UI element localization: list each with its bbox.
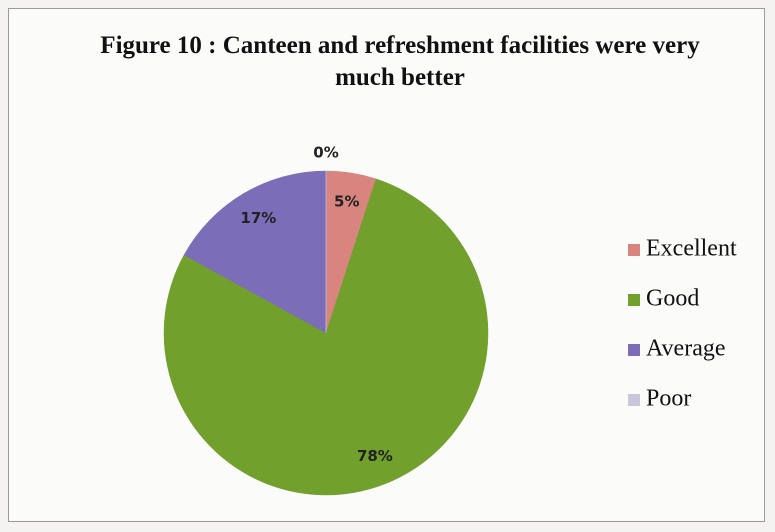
pie-slice [183,170,327,334]
legend-label: Poor [646,386,691,412]
chart-title: Figure 10 : Canteen and refreshment faci… [100,32,700,91]
legend-label: Average [646,336,726,362]
data-label: 17% [240,209,276,227]
pie-slice [163,178,489,496]
data-label: 5% [334,192,359,210]
data-label: 0% [313,144,338,162]
legend-label: Good [646,286,699,312]
legend-swatch [628,244,640,256]
legend-swatch [628,344,640,356]
legend-label: Excellent [646,236,737,262]
data-label: 78% [357,447,393,465]
legend-swatch [628,294,640,306]
legend-swatch [628,394,640,406]
